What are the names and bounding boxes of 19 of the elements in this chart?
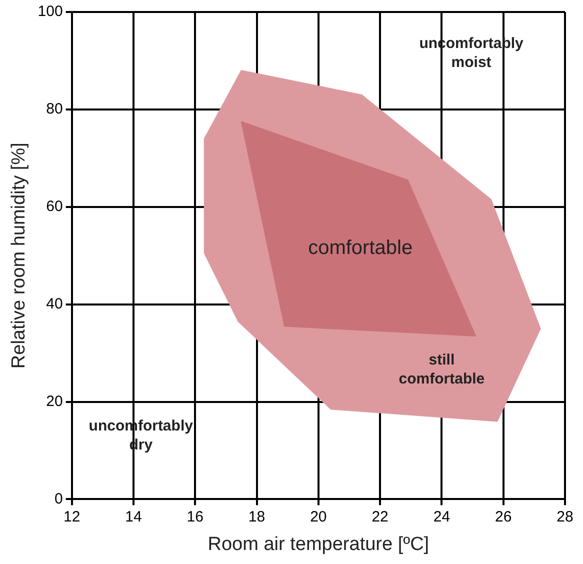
x-axis-title: Room air temperature [ºC]: [208, 534, 430, 555]
y-tick-label: 40: [46, 295, 63, 312]
x-tick-label: 16: [186, 508, 204, 526]
x-tick-label: 24: [433, 508, 450, 526]
x-tick-label: 20: [310, 508, 327, 526]
y-axis-title: Relative room humidity [%]: [8, 142, 30, 369]
y-tick-label: 100: [38, 3, 63, 20]
x-tick-label: 28: [556, 508, 574, 526]
x-tick-label: 14: [125, 508, 142, 526]
annotation: comfortable: [308, 236, 413, 259]
y-tick-label: 60: [46, 198, 63, 216]
y-tick-label: 0: [54, 490, 63, 508]
annotation: still comfortable: [398, 352, 485, 388]
y-tick-label: 80: [46, 100, 63, 118]
x-tick-label: 22: [372, 508, 388, 526]
x-tick-label: 12: [63, 508, 80, 526]
x-tick-label: 26: [495, 508, 512, 526]
y-tick-label: 20: [46, 392, 63, 410]
x-tick-label: 18: [248, 508, 266, 526]
